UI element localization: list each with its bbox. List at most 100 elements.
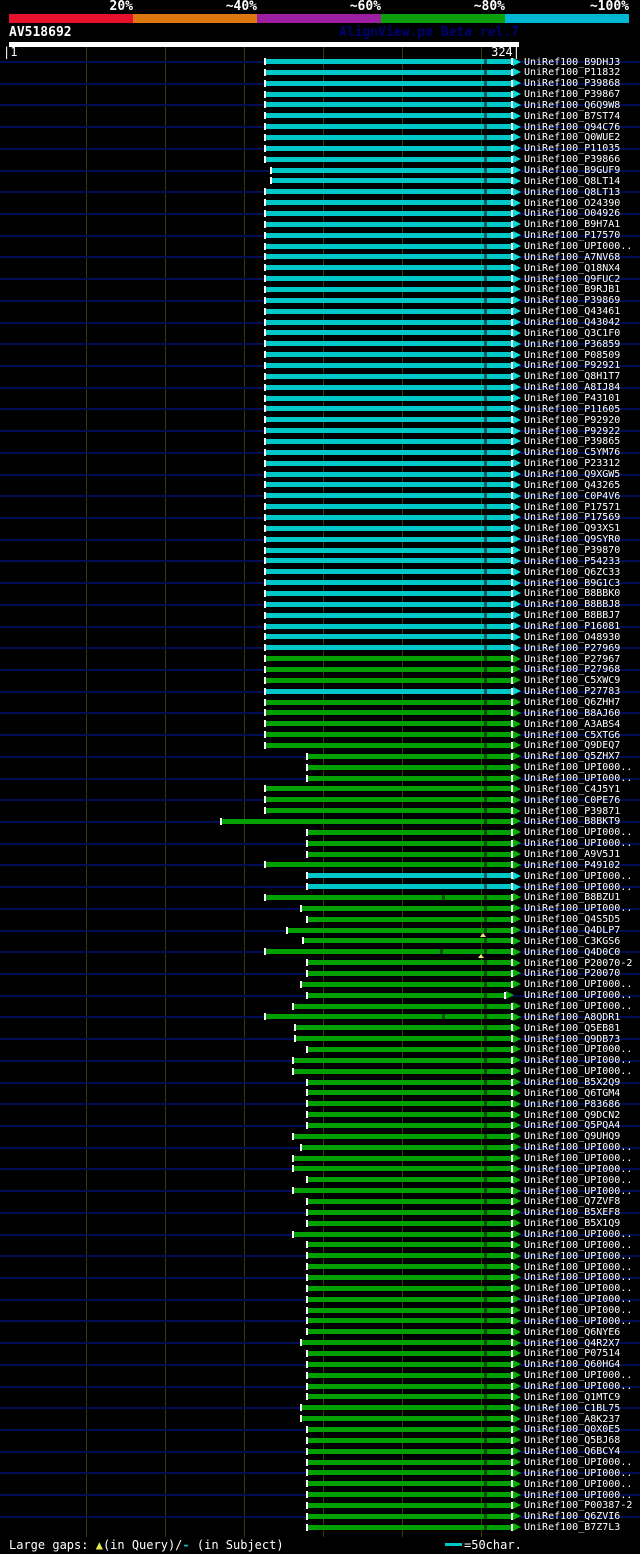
hit-label[interactable]: UniRef100_P17570 [524, 230, 621, 242]
alignment-bar[interactable] [264, 688, 513, 694]
alignment-bar[interactable] [307, 1448, 513, 1454]
alignment-bar[interactable] [293, 1231, 513, 1237]
alignment-bar[interactable] [307, 1274, 513, 1280]
alignment-bar[interactable] [307, 1350, 513, 1356]
alignment-bar[interactable] [286, 927, 513, 933]
hit-label[interactable]: UniRef100_C3KGS6 [524, 935, 621, 947]
hit-label[interactable]: UniRef100_UPI000.. [524, 1229, 633, 1241]
hit-label[interactable]: UniRef100_Q8H1T7 [524, 371, 621, 383]
alignment-bar[interactable] [264, 710, 513, 716]
alignment-bar[interactable] [264, 276, 513, 282]
hit-label[interactable]: UniRef100_Q6ZHH7 [524, 697, 621, 709]
alignment-bar[interactable] [271, 167, 513, 173]
alignment-bar[interactable] [264, 797, 513, 803]
alignment-bar[interactable] [293, 1155, 513, 1161]
alignment-bar[interactable] [293, 1188, 513, 1194]
alignment-bar[interactable] [264, 536, 513, 542]
hit-label[interactable]: UniRef100_UPI000.. [524, 1370, 633, 1382]
hit-label[interactable]: UniRef100_Q9UHQ9 [524, 1131, 621, 1143]
hit-label[interactable]: UniRef100_O04926 [524, 208, 621, 220]
alignment-bar[interactable] [307, 1296, 513, 1302]
alignment-bar[interactable] [264, 254, 513, 260]
alignment-bar[interactable] [307, 992, 507, 998]
hit-label[interactable]: UniRef100_UPI000.. [524, 1185, 633, 1197]
hit-label[interactable]: UniRef100_A8K237 [524, 1413, 621, 1425]
alignment-bar[interactable] [307, 1502, 513, 1508]
hit-label[interactable]: UniRef100_P43101 [524, 393, 621, 405]
alignment-bar[interactable] [264, 134, 513, 140]
hit-label[interactable]: UniRef100_P20070 [524, 968, 621, 980]
hit-label[interactable]: UniRef100_UPI000.. [524, 827, 633, 839]
hit-label[interactable]: UniRef100_P92922 [524, 425, 621, 437]
alignment-bar[interactable] [264, 786, 513, 792]
alignment-bar[interactable] [264, 449, 513, 455]
alignment-bar[interactable] [307, 1253, 513, 1259]
hit-label[interactable]: UniRef100_P49102 [524, 859, 621, 871]
hit-label[interactable]: UniRef100_Q0WUE2 [524, 132, 621, 144]
hit-label[interactable]: UniRef100_P92921 [524, 360, 621, 372]
hit-label[interactable]: UniRef100_UPI000.. [524, 1153, 633, 1165]
hit-label[interactable]: UniRef100_P11832 [524, 67, 621, 79]
hit-label[interactable]: UniRef100_Q0X0E5 [524, 1424, 621, 1436]
alignment-bar[interactable] [293, 1003, 513, 1009]
alignment-bar[interactable] [307, 1329, 513, 1335]
hit-label[interactable]: UniRef100_O24390 [524, 197, 621, 209]
hit-label[interactable]: UniRef100_Q9DB73 [524, 1033, 621, 1045]
alignment-bar[interactable] [307, 1307, 513, 1313]
alignment-bar[interactable] [307, 1285, 513, 1291]
hit-label[interactable]: UniRef100_UPI000.. [524, 1001, 633, 1013]
alignment-bar[interactable] [307, 1264, 513, 1270]
alignment-bar[interactable] [264, 417, 513, 423]
hit-label[interactable]: UniRef100_B9G1C3 [524, 577, 621, 589]
hit-label[interactable]: UniRef100_UPI000.. [524, 881, 633, 893]
hit-label[interactable]: UniRef100_UPI000.. [524, 903, 633, 915]
hit-label[interactable]: UniRef100_Q9SYR0 [524, 534, 621, 546]
hit-label[interactable]: UniRef100_UPI000.. [524, 979, 633, 991]
alignment-bar[interactable] [264, 504, 513, 510]
hit-label[interactable]: UniRef100_UPI000.. [524, 1066, 633, 1078]
alignment-bar[interactable] [264, 590, 513, 596]
alignment-bar[interactable] [264, 460, 513, 466]
hit-label[interactable]: UniRef100_B8BBJ8 [524, 599, 621, 611]
alignment-bar[interactable] [271, 178, 513, 184]
alignment-bar[interactable] [264, 721, 513, 727]
hit-label[interactable]: UniRef100_B8AJ60 [524, 707, 621, 719]
hit-label[interactable]: UniRef100_UPI000.. [524, 1239, 633, 1251]
alignment-bar[interactable] [264, 623, 513, 629]
alignment-bar[interactable] [264, 395, 513, 401]
alignment-bar[interactable] [307, 1318, 513, 1324]
alignment-bar[interactable] [264, 612, 513, 618]
alignment-bar[interactable] [264, 330, 513, 336]
hit-label[interactable]: UniRef100_A9V5J1 [524, 849, 621, 861]
hit-label[interactable]: UniRef100_UPI000.. [524, 1044, 633, 1056]
hit-label[interactable]: UniRef100_Q1MTC9 [524, 1391, 621, 1403]
hit-label[interactable]: UniRef100_B5XEF8 [524, 1207, 621, 1219]
alignment-bar[interactable] [264, 580, 513, 586]
alignment-bar[interactable] [307, 753, 513, 759]
alignment-bar[interactable] [264, 514, 513, 520]
alignment-bar[interactable] [264, 113, 513, 119]
alignment-bar[interactable] [307, 1101, 513, 1107]
alignment-bar[interactable] [307, 1112, 513, 1118]
hit-label[interactable]: UniRef100_P11605 [524, 403, 621, 415]
alignment-bar[interactable] [264, 645, 513, 651]
alignment-bar[interactable] [307, 1394, 513, 1400]
alignment-bar[interactable] [307, 1177, 513, 1183]
alignment-bar[interactable] [307, 1459, 513, 1465]
alignment-bar[interactable] [264, 428, 513, 434]
hit-label[interactable]: UniRef100_B9H7A1 [524, 219, 621, 231]
hit-label[interactable]: UniRef100_Q5PQA4 [524, 1120, 621, 1132]
hit-label[interactable]: UniRef100_UPI000.. [524, 1250, 633, 1262]
alignment-bar[interactable] [293, 1133, 513, 1139]
hit-label[interactable]: UniRef100_C5XWC9 [524, 675, 621, 687]
hit-label[interactable]: UniRef100_B5X1Q9 [524, 1218, 621, 1230]
hit-label[interactable]: UniRef100_Q4S5D5 [524, 914, 621, 926]
alignment-bar[interactable] [264, 406, 513, 412]
alignment-bar[interactable] [301, 1416, 513, 1422]
alignment-bar[interactable] [301, 1144, 513, 1150]
alignment-bar[interactable] [307, 916, 513, 922]
alignment-bar[interactable] [307, 1220, 513, 1226]
hit-label[interactable]: UniRef100_P39871 [524, 805, 621, 817]
hit-label[interactable]: UniRef100_P27967 [524, 653, 621, 665]
alignment-bar[interactable] [307, 1524, 513, 1530]
